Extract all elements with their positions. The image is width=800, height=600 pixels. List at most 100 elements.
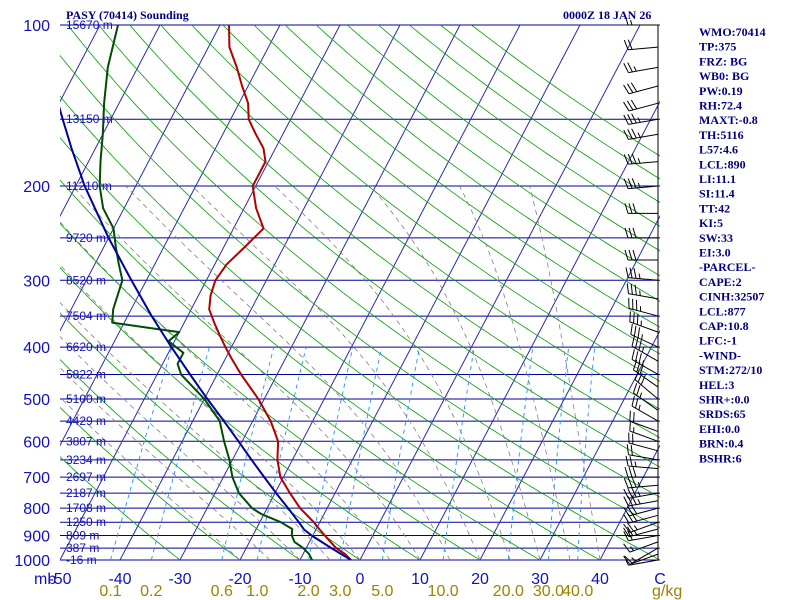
wind-barb bbox=[628, 432, 659, 452]
index-value: SW:33 bbox=[699, 231, 733, 245]
wind-barb bbox=[623, 128, 659, 140]
wind-barb bbox=[623, 541, 659, 553]
wind-barb bbox=[623, 521, 659, 533]
moist-adiabat-line bbox=[60, 264, 361, 560]
dry-adiabat-line bbox=[60, 137, 601, 560]
height-tick-label: 5100 m bbox=[66, 392, 106, 406]
isobars bbox=[60, 24, 660, 561]
pressure-tick-label: 200 bbox=[23, 179, 50, 196]
height-tick-label: -16 m bbox=[66, 553, 97, 567]
wind-barb bbox=[634, 369, 659, 400]
sounding-time: 0000Z 18 JAN 26 bbox=[563, 8, 651, 22]
parcel-trace bbox=[60, 106, 352, 560]
moist-adiabat-line bbox=[60, 221, 391, 560]
wind-barb bbox=[631, 335, 659, 362]
index-value: WB0: BG bbox=[699, 69, 749, 83]
index-value: -PARCEL- bbox=[699, 260, 755, 274]
moist-adiabats bbox=[60, 185, 601, 560]
mixing-ratio-tick-label: 30.0 bbox=[533, 583, 564, 600]
temperature-tick-label: -40 bbox=[108, 571, 131, 588]
wind-barb bbox=[623, 99, 659, 112]
temperature-tick-label: 10 bbox=[411, 571, 429, 588]
moist-adiabat-line bbox=[529, 185, 601, 560]
wind-barb bbox=[624, 227, 658, 239]
height-tick-label: 1250 m bbox=[66, 515, 106, 529]
wind-barb bbox=[626, 283, 659, 300]
mixing-ratio-lines bbox=[110, 346, 596, 560]
pressure-tick-label: 800 bbox=[23, 501, 50, 518]
index-value: RH:72.4 bbox=[699, 99, 742, 113]
mixing-ratio-line bbox=[221, 346, 275, 560]
dry-adiabat-line bbox=[60, 54, 660, 529]
mixing-ratio-tick-label: 3.0 bbox=[329, 583, 351, 600]
wind-barb bbox=[623, 113, 659, 125]
wind-barb bbox=[631, 349, 659, 375]
wind-barb bbox=[623, 553, 659, 565]
wind-barb bbox=[623, 504, 659, 517]
wind-barb bbox=[632, 383, 659, 411]
index-value: KI:5 bbox=[699, 216, 723, 230]
isotherm-line bbox=[60, 25, 281, 447]
index-value: STM:272/10 bbox=[699, 363, 762, 377]
dry-adiabat-line bbox=[191, 25, 660, 382]
mixing-ratio-tick-label: 10.0 bbox=[428, 583, 459, 600]
mixing-ratio-line bbox=[381, 347, 421, 560]
temperature-tick-label: C bbox=[654, 571, 666, 588]
height-tick-label: 3234 m bbox=[66, 453, 106, 467]
dry-adiabat-line bbox=[129, 25, 660, 439]
mixing-ratio-tick-label: 1.0 bbox=[246, 583, 268, 600]
index-value: LCL:877 bbox=[699, 304, 746, 318]
wind-barb bbox=[624, 203, 658, 214]
wind-barb bbox=[624, 466, 658, 478]
mixing-ratio-line bbox=[577, 347, 596, 560]
dry-adiabat-line bbox=[60, 266, 421, 560]
height-tick-label: 5822 m bbox=[66, 367, 106, 381]
index-value: CAPE:2 bbox=[699, 275, 742, 289]
wind-barb bbox=[625, 455, 659, 470]
height-tick-label: 3807 m bbox=[66, 434, 106, 448]
height-tick-label: 2187 m bbox=[66, 486, 106, 500]
dry-adiabat-line bbox=[98, 25, 660, 468]
isotherm-line bbox=[299, 25, 581, 560]
height-tick-label: 1708 m bbox=[66, 501, 106, 515]
height-tick-label: 9720 m bbox=[66, 231, 106, 245]
mixing-ratio-line bbox=[256, 346, 307, 560]
wind-barb bbox=[624, 249, 658, 261]
index-value: CAP:10.8 bbox=[699, 319, 749, 333]
height-tick-label: 6620 m bbox=[66, 340, 106, 354]
index-value: TH:5116 bbox=[699, 128, 744, 142]
axis-labels: 0.1 0.2 0.6 1.0 2.0 3.0 5.0 10.0 20.0 30.040.0100… bbox=[14, 18, 682, 600]
wind-barb bbox=[623, 487, 659, 499]
pressure-tick-label: 400 bbox=[23, 340, 50, 357]
mixing-ratio-tick-label: 0.6 bbox=[211, 583, 233, 600]
wind-barb bbox=[629, 311, 659, 333]
index-value: FRZ: BG bbox=[699, 54, 747, 68]
dry-adiabat-line bbox=[284, 25, 660, 302]
temperature-tick-label: -10 bbox=[288, 571, 311, 588]
height-tick-label: 2697 m bbox=[66, 470, 106, 484]
index-value: MAXT:-0.8 bbox=[699, 113, 758, 127]
isotherms bbox=[60, 25, 660, 560]
pressure-tick-label: 700 bbox=[23, 470, 50, 487]
dry-adiabat-line bbox=[60, 456, 181, 560]
temperature-tick-label: -20 bbox=[228, 571, 251, 588]
wind-barb bbox=[623, 178, 659, 190]
mixing-ratio-tick-label: 40.0 bbox=[562, 583, 593, 600]
mixing-ratio-tick-label: 20.0 bbox=[493, 583, 524, 600]
temperature-tick-label: 30 bbox=[531, 571, 549, 588]
wind-barb bbox=[623, 530, 659, 542]
index-value: SRDS:65 bbox=[699, 407, 746, 421]
dry-adiabat-line bbox=[60, 179, 541, 560]
height-tick-label: 7504 m bbox=[66, 309, 106, 323]
index-value: PW:0.19 bbox=[699, 84, 743, 98]
isotherm-line bbox=[60, 25, 161, 218]
wind-barb bbox=[629, 420, 659, 442]
dry-adiabat-line bbox=[60, 95, 660, 560]
temperature-trace bbox=[208, 25, 352, 560]
index-value: WMO:70414 bbox=[699, 25, 766, 39]
dry-adiabat-line bbox=[66, 25, 660, 498]
index-value: HEL:3 bbox=[699, 378, 734, 392]
isotherm-line bbox=[359, 25, 641, 560]
